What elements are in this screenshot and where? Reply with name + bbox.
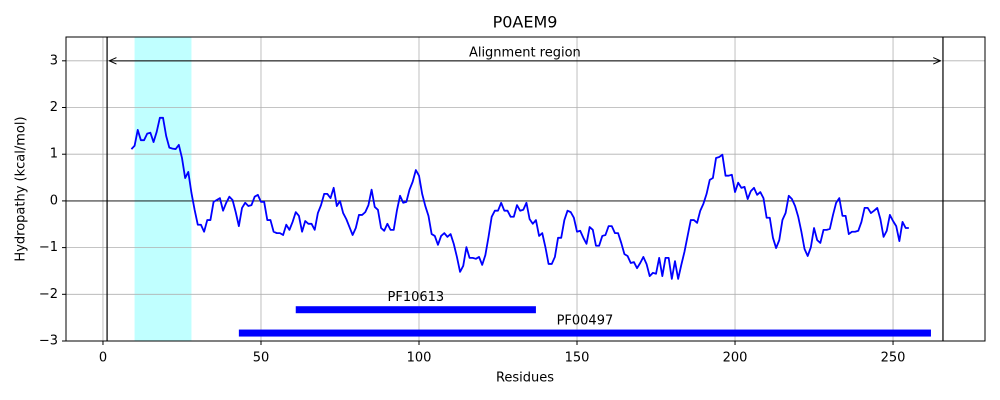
domain-label: PF10613	[388, 290, 445, 305]
chart-title: P0AEM9	[493, 13, 558, 32]
x-tick-label: 100	[407, 351, 432, 366]
y-tick-label: 3	[50, 53, 58, 68]
x-tick-label: 50	[253, 351, 270, 366]
x-tick-label: 200	[723, 351, 748, 366]
y-tick-label: −1	[39, 240, 58, 255]
y-tick-label: 0	[50, 193, 58, 208]
y-axis-label: Hydropathy (kcal/mol)	[14, 116, 29, 261]
x-tick-label: 250	[881, 351, 906, 366]
y-tick-label: −3	[39, 334, 58, 349]
x-tick-label: 0	[99, 351, 107, 366]
domain-bar	[238, 329, 931, 337]
domain-label: PF00497	[557, 314, 614, 329]
x-tick-label: 150	[565, 351, 590, 366]
x-axis-label: Residues	[496, 371, 554, 386]
y-tick-label: 2	[50, 100, 58, 115]
domain-bar	[295, 306, 536, 314]
y-tick-label: 1	[50, 147, 58, 162]
annotation-label: Alignment region	[469, 45, 581, 60]
y-tick-label: −2	[39, 287, 58, 302]
plot-frame	[65, 36, 986, 342]
highlight-span	[134, 37, 192, 341]
hydropathy-line	[130, 116, 909, 280]
